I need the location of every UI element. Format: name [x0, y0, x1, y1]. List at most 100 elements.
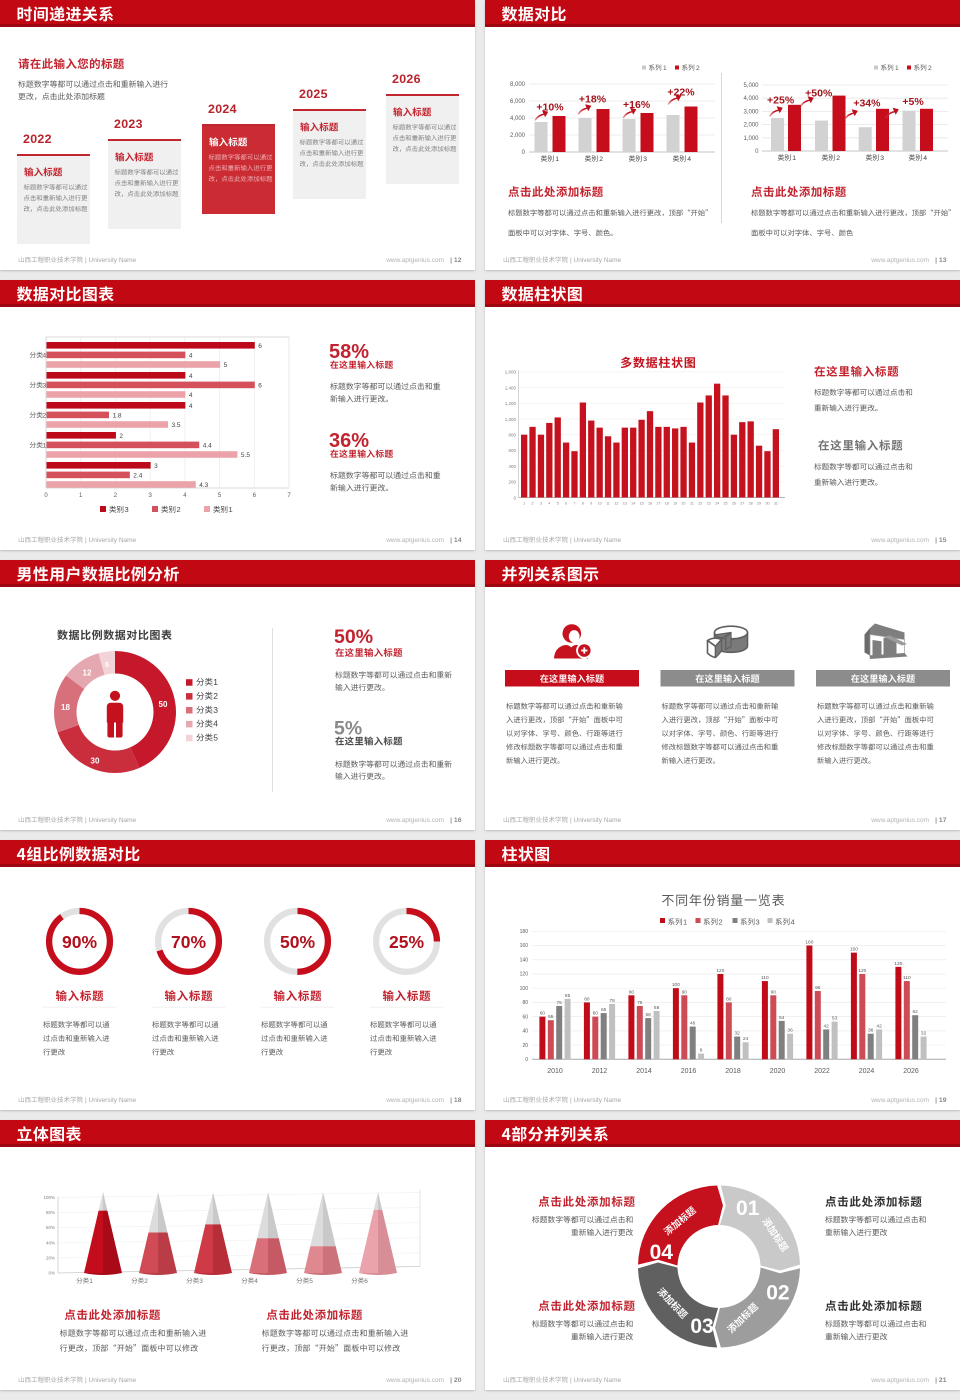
svg-text:12: 12	[614, 502, 618, 506]
svg-text:6: 6	[258, 343, 262, 350]
svg-text:4,000: 4,000	[743, 96, 759, 102]
svg-text:| 19: | 19	[935, 1097, 947, 1104]
svg-text:1,400: 1,400	[505, 385, 517, 390]
svg-text:8: 8	[582, 502, 584, 506]
svg-text:+16%: +16%	[623, 99, 651, 111]
svg-text:1: 1	[523, 502, 525, 506]
svg-text:65: 65	[601, 1007, 607, 1013]
svg-text:5.5: 5.5	[241, 452, 250, 459]
svg-text:| 12: | 12	[450, 257, 462, 264]
svg-text:6,000: 6,000	[510, 99, 526, 105]
svg-text:31: 31	[774, 502, 778, 506]
svg-text:36%: 36%	[329, 430, 369, 452]
svg-text:42: 42	[824, 1023, 830, 1029]
svg-text:21: 21	[690, 502, 694, 506]
svg-text:0: 0	[755, 149, 759, 155]
svg-text:5: 5	[213, 733, 218, 743]
svg-text:1: 1	[792, 155, 796, 162]
svg-text:22: 22	[698, 502, 702, 506]
svg-text:40: 40	[522, 1029, 528, 1035]
svg-text:85: 85	[565, 993, 571, 999]
svg-text:| University Name: | University Name	[85, 537, 137, 544]
svg-text:180: 180	[520, 929, 529, 935]
svg-text:19: 19	[673, 502, 677, 506]
svg-text:3: 3	[540, 502, 542, 506]
svg-text:+18%: +18%	[579, 94, 607, 106]
svg-text:2: 2	[532, 502, 534, 506]
svg-text:10: 10	[598, 502, 602, 506]
svg-text:+10%: +10%	[536, 102, 564, 114]
svg-text:50%: 50%	[280, 932, 315, 952]
svg-text:| 13: | 13	[935, 257, 947, 264]
svg-text:58: 58	[646, 1012, 652, 1018]
svg-text:| University Name: | University Name	[85, 817, 137, 824]
svg-text:15: 15	[640, 502, 644, 506]
svg-text:60: 60	[522, 1014, 528, 1020]
svg-text:www.aptgenius.com: www.aptgenius.com	[870, 537, 929, 544]
svg-text:4: 4	[791, 918, 795, 927]
svg-text:01: 01	[736, 1197, 760, 1220]
svg-text:60: 60	[593, 1011, 599, 1017]
svg-text:2: 2	[836, 155, 840, 162]
svg-text:25: 25	[724, 502, 728, 506]
svg-text:54: 54	[779, 1015, 785, 1021]
svg-text:| University Name: | University Name	[570, 537, 622, 544]
svg-text:23: 23	[707, 502, 711, 506]
svg-text:140: 140	[520, 957, 529, 963]
svg-text:0: 0	[525, 1057, 528, 1063]
svg-text:www.aptgenius.com: www.aptgenius.com	[385, 817, 444, 824]
svg-text:120: 120	[520, 972, 529, 978]
svg-text:2024: 2024	[859, 1068, 875, 1075]
svg-text:90: 90	[629, 989, 635, 995]
svg-text:1: 1	[213, 677, 218, 687]
svg-text:0: 0	[522, 150, 526, 156]
svg-text:www.aptgenius.com: www.aptgenius.com	[870, 1377, 929, 1384]
svg-text:5: 5	[218, 493, 222, 499]
svg-text:www.aptgenius.com: www.aptgenius.com	[385, 1097, 444, 1104]
svg-text:www.aptgenius.com: www.aptgenius.com	[385, 1377, 444, 1384]
svg-text:55: 55	[548, 1014, 554, 1020]
svg-text:1: 1	[683, 918, 687, 927]
svg-text:6: 6	[258, 382, 262, 389]
svg-text:600: 600	[508, 448, 516, 453]
svg-text:2: 2	[719, 918, 723, 927]
svg-text:7: 7	[573, 502, 575, 506]
svg-text:| University Name: | University Name	[570, 1097, 622, 1104]
svg-text:4: 4	[189, 373, 193, 380]
svg-text:1: 1	[895, 65, 899, 72]
svg-text:4,000: 4,000	[510, 116, 526, 122]
svg-text:20: 20	[682, 502, 686, 506]
svg-text:58%: 58%	[329, 341, 369, 363]
svg-text:12: 12	[83, 669, 92, 678]
svg-text:| 15: | 15	[935, 537, 947, 544]
svg-text:2022: 2022	[23, 132, 52, 146]
svg-text:6: 6	[565, 502, 567, 506]
svg-text:0%: 0%	[48, 1271, 55, 1276]
svg-text:| 20: | 20	[450, 1377, 462, 1384]
svg-text:2018: 2018	[725, 1068, 741, 1075]
svg-text:2: 2	[114, 493, 118, 499]
svg-text:1: 1	[89, 1278, 93, 1285]
svg-text:20%: 20%	[46, 1255, 55, 1260]
svg-text:2,000: 2,000	[510, 133, 526, 139]
svg-text:4: 4	[687, 156, 691, 163]
svg-text:0: 0	[44, 493, 48, 499]
svg-text:46: 46	[690, 1021, 696, 1027]
svg-text:| 18: | 18	[450, 1097, 462, 1104]
svg-text:2026: 2026	[903, 1068, 919, 1075]
svg-text:2: 2	[599, 156, 603, 163]
svg-text:4: 4	[189, 392, 193, 399]
svg-text:110: 110	[903, 975, 911, 981]
svg-text:| University Name: | University Name	[570, 817, 622, 824]
svg-text:4: 4	[548, 502, 550, 506]
svg-text:28: 28	[749, 502, 753, 506]
svg-text:2: 2	[119, 433, 123, 440]
svg-text:2023: 2023	[114, 117, 143, 131]
svg-text:120: 120	[858, 968, 866, 974]
svg-text:4: 4	[189, 403, 193, 410]
svg-text:96: 96	[815, 985, 821, 991]
svg-text:2.4: 2.4	[133, 472, 142, 479]
svg-text:1.8: 1.8	[112, 412, 121, 419]
svg-text:120: 120	[716, 968, 724, 974]
svg-text:30: 30	[91, 757, 100, 766]
